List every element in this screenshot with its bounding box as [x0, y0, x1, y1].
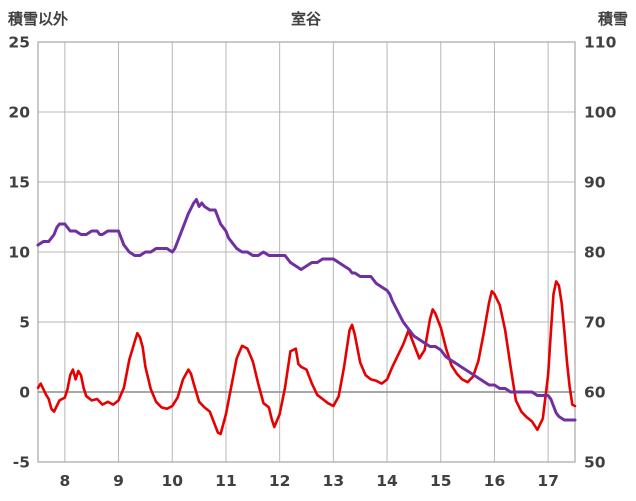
right-axis-tick-label: 100: [584, 104, 617, 122]
chart-header: 積雪以外 室谷 積雪: [0, 0, 636, 30]
x-axis-tick-label: 12: [269, 472, 291, 490]
left-axis-title: 積雪以外: [8, 10, 69, 28]
x-axis-tick-label: 15: [430, 472, 452, 490]
left-axis-tick-label: 25: [8, 34, 30, 52]
purple-right-axis-series-line: [36, 198, 577, 422]
x-axis-tick-label: 14: [376, 472, 398, 490]
right-axis-tick-label: 70: [584, 314, 606, 332]
red-left-axis-series-line: [36, 280, 577, 436]
right-axis-title: 積雪: [597, 10, 628, 28]
x-axis-tick-label: 16: [484, 472, 506, 490]
left-axis-tick-label: 20: [8, 104, 30, 122]
x-axis-tick-label: 11: [215, 472, 237, 490]
x-axis-tick-label: 9: [113, 472, 124, 490]
right-axis-tick-label: 50: [584, 454, 606, 472]
right-axis-tick-label: 110: [584, 34, 617, 52]
chart-title: 室谷: [290, 10, 322, 28]
left-axis-tick-label: -5: [13, 454, 30, 472]
left-axis-tick-label: 5: [19, 314, 30, 332]
left-axis-tick-label: 0: [19, 384, 30, 402]
plot-area: -5 0 5 10 15 20 25 50 60 70 80 90 100 110 8 9 10 11 12 13 14…: [8, 34, 617, 491]
x-axis-tick-label: 10: [161, 472, 183, 490]
x-axis-tick-label: 8: [59, 472, 70, 490]
left-axis-tick-label: 15: [8, 174, 30, 192]
x-axis-tick-label: 17: [537, 472, 559, 490]
right-axis-tick-label: 90: [584, 174, 606, 192]
plot-border: [37, 41, 576, 463]
right-axis-tick-label: 60: [584, 384, 606, 402]
x-axis-tick-label: 13: [323, 472, 345, 490]
right-axis-tick-label: 80: [584, 244, 606, 262]
left-axis-tick-label: 10: [8, 244, 30, 262]
